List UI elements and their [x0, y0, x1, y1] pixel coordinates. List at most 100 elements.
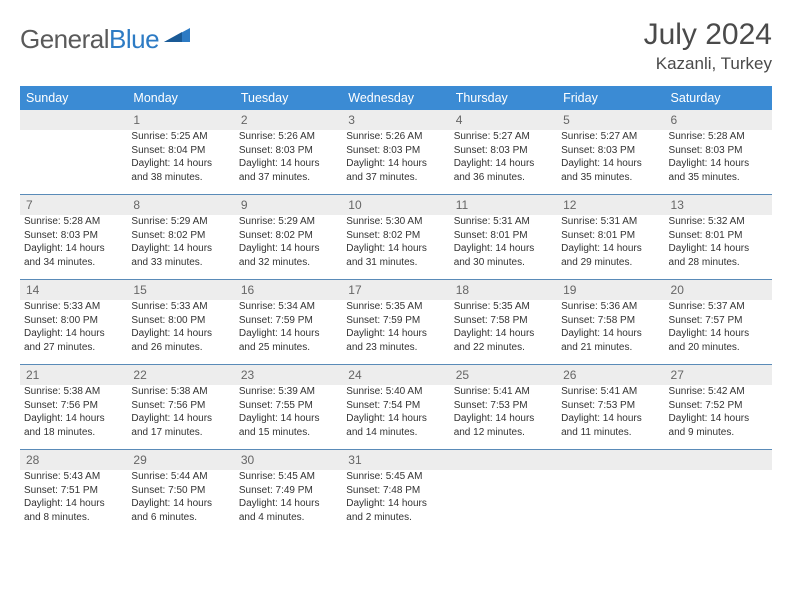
day-number: 2	[235, 110, 342, 130]
day-number: 9	[235, 195, 342, 216]
day-cell: Sunrise: 5:26 AMSunset: 8:03 PMDaylight:…	[235, 130, 342, 195]
day-number-row: 78910111213	[20, 195, 772, 216]
day-number: 19	[557, 280, 664, 301]
day-info-line: and 30 minutes.	[454, 256, 553, 270]
day-info-line: Daylight: 14 hours	[561, 327, 660, 341]
day-info-line: Sunrise: 5:39 AM	[239, 385, 338, 399]
day-header: Thursday	[450, 86, 557, 110]
day-cell: Sunrise: 5:33 AMSunset: 8:00 PMDaylight:…	[20, 300, 127, 365]
day-info-line: Sunset: 7:54 PM	[346, 399, 445, 413]
day-info-line: Daylight: 14 hours	[346, 497, 445, 511]
day-info-line: Sunset: 7:56 PM	[131, 399, 230, 413]
day-info-line: and 15 minutes.	[239, 426, 338, 440]
day-number: 21	[20, 365, 127, 386]
day-info-line: and 25 minutes.	[239, 341, 338, 355]
day-info-line: Sunrise: 5:31 AM	[561, 215, 660, 229]
day-cell: Sunrise: 5:27 AMSunset: 8:03 PMDaylight:…	[450, 130, 557, 195]
day-info-line: and 37 minutes.	[239, 171, 338, 185]
day-info-line: and 32 minutes.	[239, 256, 338, 270]
day-number: 17	[342, 280, 449, 301]
day-info-line: and 9 minutes.	[669, 426, 768, 440]
day-info-line: Daylight: 14 hours	[346, 327, 445, 341]
logo-text: GeneralBlue	[20, 24, 159, 55]
day-cell: Sunrise: 5:44 AMSunset: 7:50 PMDaylight:…	[127, 470, 234, 534]
day-info-line: Daylight: 14 hours	[454, 412, 553, 426]
day-info-line: and 4 minutes.	[239, 511, 338, 525]
day-info-line: Daylight: 14 hours	[131, 327, 230, 341]
day-number: 6	[665, 110, 772, 130]
day-info-line: Daylight: 14 hours	[346, 242, 445, 256]
day-info-line: Daylight: 14 hours	[669, 242, 768, 256]
day-info-line: Sunrise: 5:38 AM	[131, 385, 230, 399]
day-info-line: Sunset: 8:03 PM	[454, 144, 553, 158]
day-info-line: Sunrise: 5:35 AM	[346, 300, 445, 314]
day-info-line: and 22 minutes.	[454, 341, 553, 355]
day-number: 31	[342, 450, 449, 471]
day-info-line: Daylight: 14 hours	[346, 412, 445, 426]
day-info-line: Sunset: 7:51 PM	[24, 484, 123, 498]
day-cell: Sunrise: 5:37 AMSunset: 7:57 PMDaylight:…	[665, 300, 772, 365]
day-info-line: and 12 minutes.	[454, 426, 553, 440]
day-info-line: and 6 minutes.	[131, 511, 230, 525]
day-info-line: Sunset: 7:59 PM	[346, 314, 445, 328]
day-info-line: Sunrise: 5:38 AM	[24, 385, 123, 399]
day-number: 4	[450, 110, 557, 130]
day-number: 16	[235, 280, 342, 301]
day-info-line: Sunrise: 5:29 AM	[239, 215, 338, 229]
day-info-line: and 38 minutes.	[131, 171, 230, 185]
day-info-line: Sunset: 8:03 PM	[346, 144, 445, 158]
day-info-line: Sunrise: 5:42 AM	[669, 385, 768, 399]
day-info-line: and 29 minutes.	[561, 256, 660, 270]
day-info-line: Daylight: 14 hours	[239, 412, 338, 426]
day-info-line: Sunset: 8:02 PM	[346, 229, 445, 243]
day-info-line: Sunset: 7:48 PM	[346, 484, 445, 498]
day-info-line: Sunset: 7:56 PM	[24, 399, 123, 413]
day-info-line: Daylight: 14 hours	[454, 242, 553, 256]
day-info-line: Daylight: 14 hours	[239, 242, 338, 256]
day-cell: Sunrise: 5:27 AMSunset: 8:03 PMDaylight:…	[557, 130, 664, 195]
day-info-line: and 31 minutes.	[346, 256, 445, 270]
day-number: 29	[127, 450, 234, 471]
logo-part2: Blue	[109, 24, 159, 54]
day-number: 7	[20, 195, 127, 216]
day-number	[665, 450, 772, 471]
day-cell: Sunrise: 5:29 AMSunset: 8:02 PMDaylight:…	[127, 215, 234, 280]
day-number: 26	[557, 365, 664, 386]
day-info-line: Sunset: 7:50 PM	[131, 484, 230, 498]
day-cell: Sunrise: 5:31 AMSunset: 8:01 PMDaylight:…	[557, 215, 664, 280]
day-cell: Sunrise: 5:43 AMSunset: 7:51 PMDaylight:…	[20, 470, 127, 534]
day-cell: Sunrise: 5:39 AMSunset: 7:55 PMDaylight:…	[235, 385, 342, 450]
day-number-row: 123456	[20, 110, 772, 130]
day-info-line: Sunset: 7:52 PM	[669, 399, 768, 413]
day-info-line: Daylight: 14 hours	[131, 497, 230, 511]
week-row: Sunrise: 5:33 AMSunset: 8:00 PMDaylight:…	[20, 300, 772, 365]
day-header: Friday	[557, 86, 664, 110]
day-info-line: Sunrise: 5:45 AM	[346, 470, 445, 484]
title-block: July 2024 Kazanli, Turkey	[644, 18, 772, 74]
day-info-line: Sunrise: 5:41 AM	[561, 385, 660, 399]
day-info-line: Sunrise: 5:25 AM	[131, 130, 230, 144]
calendar-body: 123456Sunrise: 5:25 AMSunset: 8:04 PMDay…	[20, 110, 772, 534]
day-info-line: Daylight: 14 hours	[561, 242, 660, 256]
day-number-row: 21222324252627	[20, 365, 772, 386]
day-info-line: and 17 minutes.	[131, 426, 230, 440]
day-number-row: 14151617181920	[20, 280, 772, 301]
week-row: Sunrise: 5:25 AMSunset: 8:04 PMDaylight:…	[20, 130, 772, 195]
day-info-line: Daylight: 14 hours	[24, 327, 123, 341]
day-info-line: Sunset: 8:02 PM	[131, 229, 230, 243]
day-cell: Sunrise: 5:28 AMSunset: 8:03 PMDaylight:…	[20, 215, 127, 280]
day-cell: Sunrise: 5:30 AMSunset: 8:02 PMDaylight:…	[342, 215, 449, 280]
day-number: 30	[235, 450, 342, 471]
day-info-line: and 11 minutes.	[561, 426, 660, 440]
day-info-line: Sunset: 8:03 PM	[669, 144, 768, 158]
day-info-line: Sunset: 7:59 PM	[239, 314, 338, 328]
day-info-line: Daylight: 14 hours	[131, 157, 230, 171]
day-header: Tuesday	[235, 86, 342, 110]
day-info-line: Sunset: 8:01 PM	[454, 229, 553, 243]
day-info-line: Sunset: 8:01 PM	[669, 229, 768, 243]
day-info-line: Sunset: 7:57 PM	[669, 314, 768, 328]
day-info-line: and 36 minutes.	[454, 171, 553, 185]
day-cell: Sunrise: 5:38 AMSunset: 7:56 PMDaylight:…	[127, 385, 234, 450]
day-info-line: Daylight: 14 hours	[24, 412, 123, 426]
day-info-line: Sunset: 7:55 PM	[239, 399, 338, 413]
